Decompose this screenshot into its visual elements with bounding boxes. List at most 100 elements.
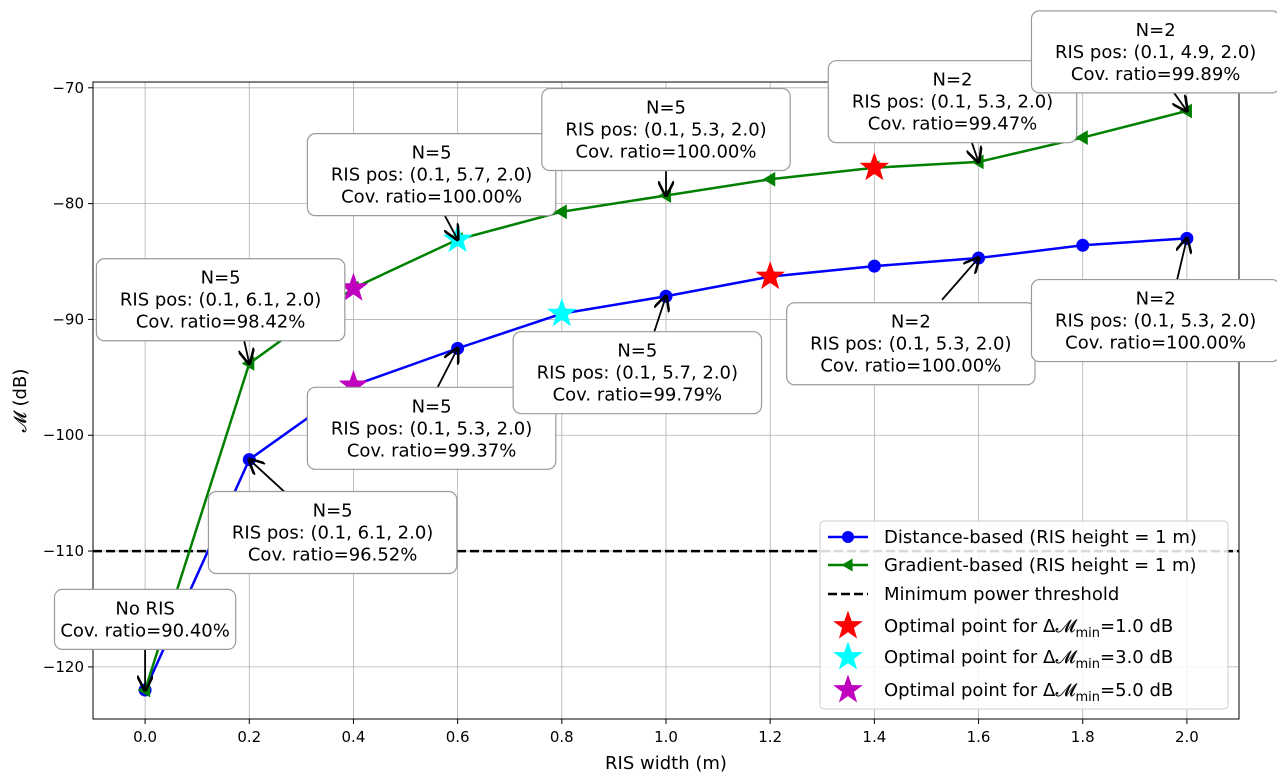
legend-label: Gradient-based (RIS height = 1 m) xyxy=(884,555,1197,576)
annotation-arrow xyxy=(244,340,249,363)
annotation-text: N=5 xyxy=(412,143,452,164)
series-point-0 xyxy=(1076,238,1090,252)
annotation-arrow xyxy=(652,296,666,336)
legend-label-pre: Optimal point for Δ𝓜 xyxy=(884,680,1078,701)
annotation-box xyxy=(1030,278,1277,363)
x-tick-label: 1.0 xyxy=(654,728,678,746)
annotation-text: N=2 xyxy=(1136,289,1176,310)
legend-marker xyxy=(841,558,853,572)
series-point-1 xyxy=(1075,130,1088,145)
legend-label-post: =3.0 dB xyxy=(1100,647,1173,668)
optimal-star-1 xyxy=(547,298,577,327)
series-point-1 xyxy=(762,171,776,187)
legend-entry-5: Optimal point for Δ𝓜min=5.0 dB xyxy=(833,674,1173,705)
legend-label-sub: min xyxy=(1076,626,1101,641)
x-tick-label: 1.2 xyxy=(758,728,782,746)
legend-entry-1: Gradient-based (RIS height = 1 m) xyxy=(828,555,1197,576)
series-point-0 xyxy=(867,259,881,273)
annotation-text: RIS pos: (0.1, 4.9, 2.0) xyxy=(1055,42,1256,63)
annotation-text: Cov. ratio=99.89% xyxy=(1071,64,1241,85)
annotation-box xyxy=(541,87,791,172)
legend-marker xyxy=(842,531,854,543)
annotation-text: Cov. ratio=100.00% xyxy=(820,356,1001,377)
y-tick-label: −70 xyxy=(52,79,84,97)
annotation-box xyxy=(1030,10,1277,94)
annotation-text: N=5 xyxy=(313,501,353,522)
x-tick-label: 1.6 xyxy=(967,728,991,746)
x-tick-label: 2.0 xyxy=(1175,728,1199,746)
annotation-text: RIS pos: (0.1, 5.3, 2.0) xyxy=(1055,311,1256,332)
y-tick-label: −100 xyxy=(43,426,84,444)
series-point-1 xyxy=(554,204,567,220)
annotation-text: RIS pos: (0.1, 5.3, 2.0) xyxy=(810,334,1011,355)
legend-entry-3: Optimal point for Δ𝓜min=1.0 dB xyxy=(833,610,1173,641)
x-tick-label: 1.4 xyxy=(862,728,886,746)
legend-label-sub: min xyxy=(1076,657,1101,672)
legend-entry-2: Minimum power threshold xyxy=(828,584,1119,605)
optimal-star-0 xyxy=(859,152,890,181)
annotation-box xyxy=(207,490,458,575)
annotation-text: RIS pos: (0.1, 5.7, 2.0) xyxy=(331,165,532,186)
legend-label-pre: Optimal point for Δ𝓜 xyxy=(884,647,1078,668)
y-axis-label: 𝓜 (dB) xyxy=(10,369,31,433)
legend-label-post: =5.0 dB xyxy=(1100,680,1173,701)
annotation-box xyxy=(53,588,237,650)
annotation-text: RIS pos: (0.1, 5.3, 2.0) xyxy=(331,418,532,439)
annotation-text: N=2 xyxy=(891,312,931,333)
legend-entry-0: Distance-based (RIS height = 1 m) xyxy=(828,527,1197,548)
y-tick-label: −110 xyxy=(43,542,84,560)
y-tick-label: −120 xyxy=(43,658,84,676)
annotation-text: Cov. ratio=96.52% xyxy=(248,545,418,566)
annotation-arrow xyxy=(435,348,458,390)
annotation-text: RIS pos: (0.1, 6.1, 2.0) xyxy=(120,290,321,311)
x-tick-label: 0.8 xyxy=(550,728,574,746)
x-tick-label: 0.2 xyxy=(237,728,261,746)
legend-label: Distance-based (RIS height = 1 m) xyxy=(884,527,1197,548)
annotation-text: RIS pos: (0.1, 5.3, 2.0) xyxy=(565,119,766,140)
legend-box xyxy=(819,520,1229,710)
x-tick-label: 0.6 xyxy=(446,728,470,746)
annotation-text: Cov. ratio=90.40% xyxy=(60,620,230,641)
legend-star xyxy=(833,610,863,639)
annotation-text: N=2 xyxy=(933,70,973,91)
legend-label-pre: Optimal point for Δ𝓜 xyxy=(884,616,1078,637)
x-tick-label: 0.4 xyxy=(342,728,366,746)
y-tick-label: −90 xyxy=(52,310,84,328)
optimal-star-0 xyxy=(755,261,785,290)
annotation-text: RIS pos: (0.1, 6.1, 2.0) xyxy=(232,523,433,544)
legend-label-post: =1.0 dB xyxy=(1100,616,1173,637)
annotation-text: RIS pos: (0.1, 5.3, 2.0) xyxy=(852,92,1053,113)
annotation-text: Cov. ratio=98.42% xyxy=(136,312,306,333)
legend-label: Optimal point for Δ𝓜min=3.0 dB xyxy=(884,647,1173,672)
y-tick-label: −80 xyxy=(52,195,84,213)
x-tick-label: 1.8 xyxy=(1071,728,1095,746)
annotation-text: Cov. ratio=99.37% xyxy=(347,440,517,461)
legend-label-sub: min xyxy=(1076,690,1101,705)
legend-label: Optimal point for Δ𝓜min=1.0 dB xyxy=(884,616,1173,641)
annotation-text: Cov. ratio=99.47% xyxy=(868,114,1038,135)
legend-star xyxy=(833,674,863,703)
annotation-box xyxy=(95,258,346,342)
annotation-text: Cov. ratio=100.00% xyxy=(341,187,522,208)
annotation-arrow xyxy=(1175,238,1186,283)
annotation-text: N=5 xyxy=(412,396,452,417)
legend-entry-4: Optimal point for Δ𝓜min=3.0 dB xyxy=(833,641,1173,672)
legend-label: Minimum power threshold xyxy=(884,584,1119,605)
annotation-box xyxy=(512,331,763,415)
annotation-text: Cov. ratio=100.00% xyxy=(1065,333,1246,354)
x-tick-label: 0.0 xyxy=(133,728,157,746)
annotation-box xyxy=(827,60,1078,144)
annotation-text: Cov. ratio=100.00% xyxy=(576,141,757,162)
annotation-text: No RIS xyxy=(115,598,174,619)
